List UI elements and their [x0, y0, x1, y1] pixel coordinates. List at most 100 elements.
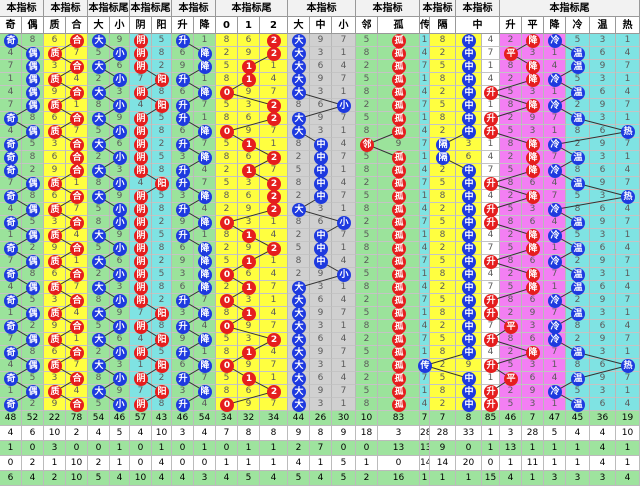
yin-yang-ball: 阴 [134, 59, 148, 74]
grid-cell: 4 [332, 138, 356, 151]
grid-cell: 8 [22, 190, 44, 203]
adjacent-ball: 孤 [392, 306, 406, 321]
trend-ball: 降 [526, 228, 540, 243]
pass-gap-ball: 中 [462, 384, 476, 399]
yin-yang-ball: 阴 [134, 228, 148, 243]
grid-cell: 8 [430, 307, 456, 320]
odd-even-ball: 偶 [26, 280, 40, 295]
odd-even-ball: 偶 [26, 85, 40, 100]
grid-cell: 9 [44, 86, 66, 99]
prime-composite-ball: 质 [48, 176, 62, 191]
grid-cell: 3 [44, 294, 66, 307]
trend-ball: 降 [526, 59, 540, 74]
grid-cell: 5 [22, 294, 44, 307]
grid-cell: 5 [216, 60, 238, 73]
up-down-ball: 升 [176, 98, 190, 113]
grid-cell: 8 [566, 203, 590, 216]
grid-cell: 1 [332, 47, 356, 60]
summary-cell: 9 [430, 441, 456, 456]
adjacent-ball: 孤 [392, 280, 406, 295]
trend-ball: 降 [526, 150, 540, 165]
grid-cell: 5 [356, 268, 378, 281]
adjacent-ball: 孤 [392, 228, 406, 243]
grid-cell: 5 [500, 398, 522, 411]
grid-cell: 2 [288, 190, 310, 203]
remainder-ball: 0 [220, 85, 234, 100]
adjacent-ball: 孤 [392, 241, 406, 256]
up-down-ball: 降 [198, 254, 212, 269]
grid-cell: 7 [616, 99, 640, 112]
prime-composite-ball: 质 [48, 228, 62, 243]
pass-gap-ball: 中 [462, 319, 476, 334]
grid-cell: 4 [0, 203, 22, 216]
grid-cell: 9 [238, 242, 260, 255]
up-down-ball: 降 [198, 85, 212, 100]
grid-cell: 4 [66, 385, 88, 398]
grid-cell: 4 [260, 229, 288, 242]
grid-cell: 8 [430, 112, 456, 125]
summary-cell: 2 [356, 471, 378, 486]
group-title: 本指标尾 [88, 0, 130, 17]
grid-cell: 1 [616, 73, 640, 86]
summary-cell: 4 [172, 471, 194, 486]
summary-cell: 1 [482, 441, 500, 456]
grid-cell: 5 [500, 125, 522, 138]
summary-cell: 83 [378, 411, 420, 426]
odd-even-ball: 偶 [26, 46, 40, 61]
adjacent-ball: 孤 [392, 397, 406, 412]
grid-cell: 8 [152, 164, 172, 177]
remainder-ball: 0 [220, 319, 234, 334]
grid-cell: 9 [238, 359, 260, 372]
summary-cell: 3 [44, 441, 66, 456]
trend-ball: 升 [484, 293, 498, 308]
summary-cell: 34 [260, 411, 288, 426]
grid-cell: 1 [616, 346, 640, 359]
grid-cell: 5 [88, 125, 110, 138]
grid-cell: 1 [332, 359, 356, 372]
grid-cell: 3 [522, 86, 544, 99]
grid-cell: 5 [216, 138, 238, 151]
big-small-ball: 大 [92, 85, 106, 100]
grid-cell: 7 [260, 164, 288, 177]
size-ball: 大 [292, 332, 306, 347]
temperature-ball: 热 [621, 358, 635, 373]
remainder-ball: 2 [267, 189, 281, 204]
grid-cell: 8 [356, 86, 378, 99]
summary-cell: 0 [482, 456, 500, 471]
grid-cell: 9 [522, 112, 544, 125]
adjacent-ball: 孤 [392, 254, 406, 269]
up-down-ball: 降 [198, 358, 212, 373]
yin-yang-ball: 阴 [134, 150, 148, 165]
column-header: 降 [544, 17, 566, 34]
grid-cell: 1 [0, 385, 22, 398]
grid-cell: 3 [590, 268, 616, 281]
yin-yang-ball: 阴 [134, 267, 148, 282]
group-title: 本指标 [44, 0, 88, 17]
column-header: 热 [616, 17, 640, 34]
trend-ball: 降 [526, 267, 540, 282]
summary-cell: 5 [110, 426, 130, 441]
size-ball: 中 [314, 241, 328, 256]
grid-cell: 4 [332, 60, 356, 73]
grid-cell: 2 [430, 164, 456, 177]
grid-cell: 6 [522, 216, 544, 229]
prime-composite-ball: 合 [70, 345, 84, 360]
adjacent-ball: 孤 [392, 85, 406, 100]
grid-cell: 1 [260, 138, 288, 151]
size-ball: 大 [292, 293, 306, 308]
grid-cell: 6 [590, 86, 616, 99]
grid-cell: 4 [420, 242, 430, 255]
grid-cell: 6 [310, 372, 332, 385]
grid-cell: 7 [194, 138, 216, 151]
yin-yang-ball: 阳 [155, 384, 169, 399]
grid-cell: 7 [482, 320, 500, 333]
size-ball: 中 [314, 137, 328, 152]
grid-cell: 8 [356, 125, 378, 138]
grid-cell: 9 [310, 307, 332, 320]
grid-cell: 2 [288, 151, 310, 164]
grid-cell: 2 [500, 34, 522, 47]
grid-cell: 4 [66, 307, 88, 320]
summary-cell: 6 [0, 471, 22, 486]
grid-cell: 5 [152, 34, 172, 47]
grid-cell: 7 [332, 73, 356, 86]
